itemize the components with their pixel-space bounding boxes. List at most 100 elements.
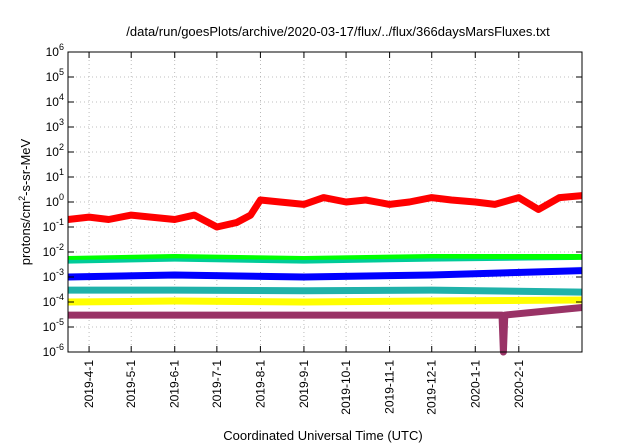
- series-1-point: [493, 203, 497, 207]
- series-5-point: [302, 275, 306, 279]
- series-1-point: [388, 203, 392, 207]
- series-1-point: [430, 196, 434, 200]
- series-1-point: [537, 208, 541, 212]
- series-6-point: [430, 288, 434, 292]
- series-line-8: [68, 304, 583, 356]
- series-7-point: [430, 299, 434, 303]
- series-1-point: [87, 215, 91, 219]
- series-1-point: [302, 203, 306, 207]
- series-8-point: [503, 313, 507, 317]
- y-tick-exponent: 4: [59, 92, 64, 102]
- series-6-point: [302, 289, 306, 293]
- y-tick-base: 10: [43, 245, 57, 259]
- series-1-point: [215, 225, 219, 229]
- y-tick-exponent: 2: [59, 142, 64, 152]
- series-1-point: [344, 200, 348, 204]
- series-6-point: [173, 288, 177, 292]
- x-axis-ticks: 2019-4-1 2019-5-1 2019-6-1 2019-7-1 2019-8-1…: [82, 52, 526, 415]
- x-tick-label: 2019-7-1: [210, 360, 224, 408]
- x-tick-label: 2019-5-1: [124, 360, 138, 408]
- x-tick-label: 2019-12-1: [425, 360, 439, 415]
- y-tick-base: 10: [43, 295, 57, 309]
- y-tick-label: 10-2: [43, 242, 64, 259]
- series-line-2: [67, 254, 582, 263]
- y-tick-base: 10: [46, 120, 60, 134]
- series-5-point: [173, 273, 177, 277]
- x-tick-label: 2020-2-1: [512, 360, 526, 408]
- y-tick-label: 106: [46, 42, 64, 59]
- y-tick-exponent: 1: [59, 167, 64, 177]
- x-tick-label: 2019-10-1: [339, 360, 353, 415]
- x-tick-label: 2019-8-1: [253, 360, 267, 408]
- y-tick-base: 10: [43, 220, 57, 234]
- x-tick-label: 2019-4-1: [82, 360, 96, 408]
- y-tick-base: 10: [43, 270, 57, 284]
- y-tick-label: 10-1: [43, 217, 64, 234]
- y-tick-exponent: -1: [56, 217, 64, 227]
- series-line-4: [67, 259, 583, 271]
- y-tick-exponent: 0: [59, 192, 64, 202]
- series-1-point: [450, 198, 454, 202]
- y-tick-base: 10: [43, 345, 57, 359]
- series-1-point: [517, 196, 521, 200]
- y-tick-label: 10-3: [43, 267, 64, 284]
- series-5-point: [430, 273, 434, 277]
- chart-title: /data/run/goesPlots/archive/2020-03-17/f…: [126, 24, 550, 39]
- series-1-point: [364, 198, 368, 202]
- x-tick-label: 2020-1-1: [468, 360, 482, 408]
- y-tick-label: 104: [46, 92, 64, 109]
- y-tick-label: 10-4: [43, 292, 64, 309]
- x-tick-label: 2019-6-1: [168, 360, 182, 408]
- series-8-point: [430, 313, 434, 317]
- y-tick-label: 10-5: [43, 317, 64, 334]
- series-1-point: [193, 213, 197, 217]
- series-1-point: [278, 200, 282, 204]
- series-1-point: [322, 196, 326, 200]
- y-tick-base: 10: [46, 70, 60, 84]
- series-1-point: [149, 215, 153, 219]
- y-tick-base: 10: [46, 195, 60, 209]
- y-axis-label: protons/cm2-s-sr-MeV: [17, 138, 33, 265]
- series-layer: [67, 192, 583, 356]
- series-4-point: [430, 263, 434, 267]
- series-1-point: [473, 200, 477, 204]
- y-tick-exponent: -5: [56, 317, 64, 327]
- y-tick-label: 101: [46, 167, 64, 184]
- y-tick-base: 10: [46, 95, 60, 109]
- y-tick-exponent: 3: [59, 117, 64, 127]
- series-1-point: [407, 200, 411, 204]
- y-tick-exponent: 6: [59, 42, 64, 52]
- y-tick-label: 100: [46, 192, 64, 209]
- series-line-1: [67, 192, 583, 231]
- series-line-5: [67, 267, 583, 281]
- series-line-7: [67, 296, 583, 306]
- series-1-point: [129, 213, 133, 217]
- series-4-point: [173, 263, 177, 267]
- series-7-point: [173, 299, 177, 303]
- y-tick-exponent: -4: [56, 292, 64, 302]
- y-tick-label: 103: [46, 117, 64, 134]
- y-axis-label-sup: 2: [17, 196, 27, 201]
- y-axis-label-post: -s-sr-MeV: [18, 138, 33, 195]
- y-tick-base: 10: [46, 170, 60, 184]
- x-axis-label: Coordinated Universal Time (UTC): [223, 428, 422, 443]
- series-8-point: [173, 313, 177, 317]
- y-axis-label-pre: protons/cm: [18, 201, 33, 265]
- series-1-point: [235, 221, 239, 225]
- series-7-point: [302, 300, 306, 304]
- y-tick-base: 10: [43, 320, 57, 334]
- series-1-point: [558, 196, 562, 200]
- y-tick-exponent: -2: [56, 242, 64, 252]
- series-1-point: [259, 198, 263, 202]
- x-tick-label: 2019-11-1: [383, 360, 397, 414]
- y-axis-ticks: 10-610-510-410-310-210-11001011021031041…: [43, 42, 582, 359]
- series-1-point: [249, 213, 253, 217]
- y-tick-exponent: -6: [56, 342, 64, 352]
- y-tick-label: 10-6: [43, 342, 64, 359]
- y-tick-base: 10: [46, 145, 60, 159]
- series-line-6: [68, 286, 583, 296]
- series-8-point: [302, 313, 306, 317]
- y-tick-exponent: -3: [56, 267, 64, 277]
- y-tick-exponent: 5: [59, 67, 64, 77]
